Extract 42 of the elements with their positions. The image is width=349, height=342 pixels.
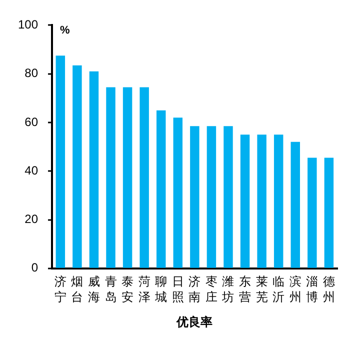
bar [156,110,166,268]
y-axis-title: % [60,24,70,37]
x-tick-label: 淄博 [306,274,318,304]
y-tick-label: 40 [24,163,38,178]
bar [324,158,334,268]
x-tick-label: 滨州 [289,274,302,304]
x-tick-label: 济南 [188,274,201,304]
bar [257,134,266,268]
x-axis-title: 优良率 [176,314,213,329]
bar [290,142,300,268]
y-tick-label: 60 [24,114,38,129]
y-tick-label: 100 [18,18,38,32]
x-tick-label: 枣庄 [205,274,218,304]
bar [224,126,233,268]
x-tick-label: 青岛 [104,274,117,304]
x-tick-label: 济宁 [54,274,66,304]
bar [106,87,116,268]
x-tick-label: 泰安 [122,274,134,304]
bar [122,87,132,268]
x-tick-label: 菏泽 [138,274,150,304]
y-tick-label: 80 [24,66,38,80]
bar [206,126,216,268]
x-tick-label: 德州 [322,274,335,304]
x-tick-label: 临沂 [272,274,285,304]
bar [240,134,250,268]
y-tick-label: 0 [31,260,38,275]
x-tick-label: 潍坊 [221,274,234,304]
x-tick-label: 烟台 [71,274,84,304]
y-tick-label: 20 [24,212,38,226]
bar [89,71,99,268]
x-tick-label: 莱芜 [256,274,268,304]
bar [308,158,317,268]
bar [72,65,82,268]
x-tick-label: 威海 [88,274,100,304]
bar [140,87,149,268]
x-tick-label: 日照 [172,274,184,304]
bar [190,126,200,268]
x-tick-label: 东营 [239,274,252,304]
bar [56,56,66,268]
bar [274,134,284,268]
x-tick-label: 聊城 [154,274,168,304]
bar [173,118,183,268]
